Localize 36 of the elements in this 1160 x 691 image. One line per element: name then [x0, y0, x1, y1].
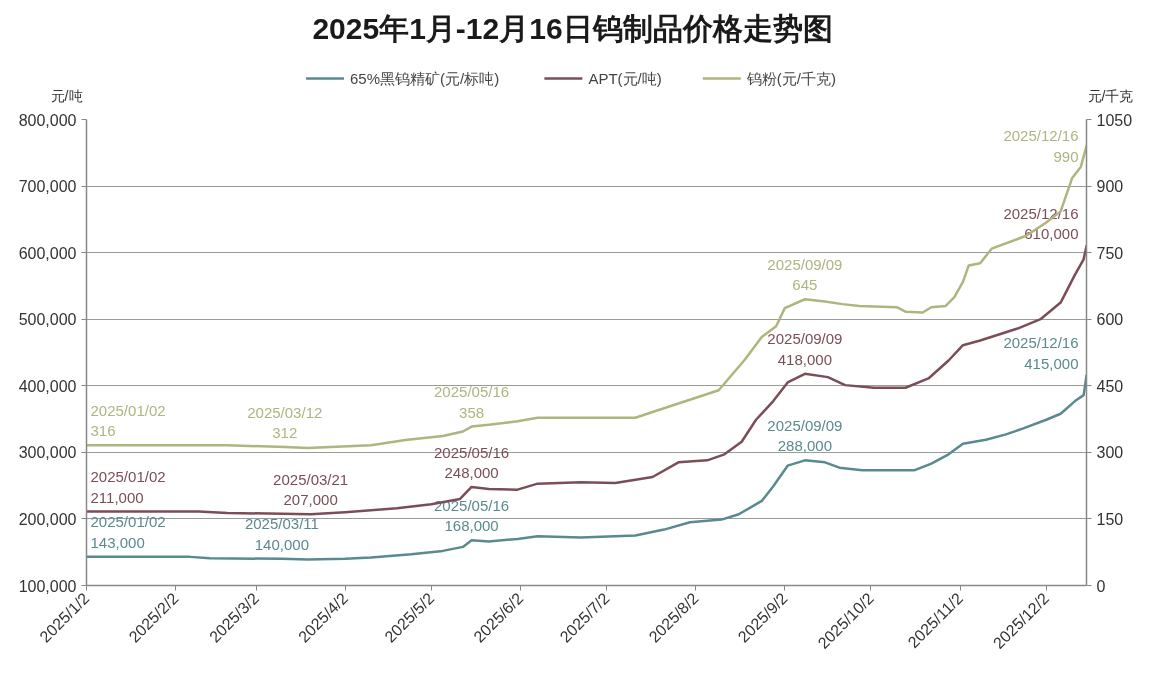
y-tick-label: 200,000: [18, 510, 77, 528]
data-label: 2025/09/09 288,000: [767, 416, 843, 455]
legend-label: APT(元/吨): [588, 70, 662, 87]
y2-tick-label: 0: [1096, 577, 1106, 595]
y2-axis-title: 元/千克: [1087, 87, 1134, 104]
line-series: [86, 244, 1087, 516]
data-label: 2025/09/09 418,000: [767, 330, 843, 368]
y2-tick-label: 150: [1096, 510, 1124, 528]
y2-tick-label: 450: [1096, 377, 1124, 395]
y2-tick-label: 300: [1096, 444, 1124, 462]
data-label: 2025/03/12 312: [247, 403, 323, 442]
data-label: 2025/05/16 358: [434, 383, 510, 421]
data-label: 2025/03/21 207,000: [273, 470, 349, 509]
data-label: 2025/12/16 415,000: [1003, 334, 1079, 372]
data-label: 2025/05/16 168,000: [434, 496, 510, 535]
data-label: 2025/01/02 316: [90, 401, 166, 440]
y2-tick-label: 900: [1096, 178, 1124, 196]
y2-tick-label: 1050: [1096, 111, 1133, 129]
y-axis-title: 元/吨: [50, 87, 83, 104]
data-label: 2025/12/16 990: [1003, 127, 1079, 165]
y-tick-label: 600,000: [18, 244, 77, 262]
y-tick-label: 400,000: [18, 377, 77, 395]
chart-title: 2025年1月-12月16日钨制品价格走势图: [312, 12, 833, 45]
line-series: [86, 374, 1087, 561]
y2-tick-label: 750: [1096, 244, 1124, 262]
legend-label: 65%黑钨精矿(元/标吨): [350, 70, 500, 87]
y-tick-label: 700,000: [18, 178, 77, 196]
y-tick-label: 100,000: [18, 577, 77, 595]
y2-tick-label: 600: [1096, 311, 1124, 329]
y-tick-label: 500,000: [18, 311, 77, 329]
data-label: 2025/01/02 211,000: [90, 468, 166, 506]
legend-label: 钨粉(元/千克): [745, 70, 836, 87]
data-label: 2025/03/11 140,000: [244, 515, 319, 553]
data-label: 2025/09/09 645: [767, 255, 843, 294]
y-tick-label: 800,000: [18, 111, 77, 129]
y-tick-label: 300,000: [18, 444, 77, 462]
